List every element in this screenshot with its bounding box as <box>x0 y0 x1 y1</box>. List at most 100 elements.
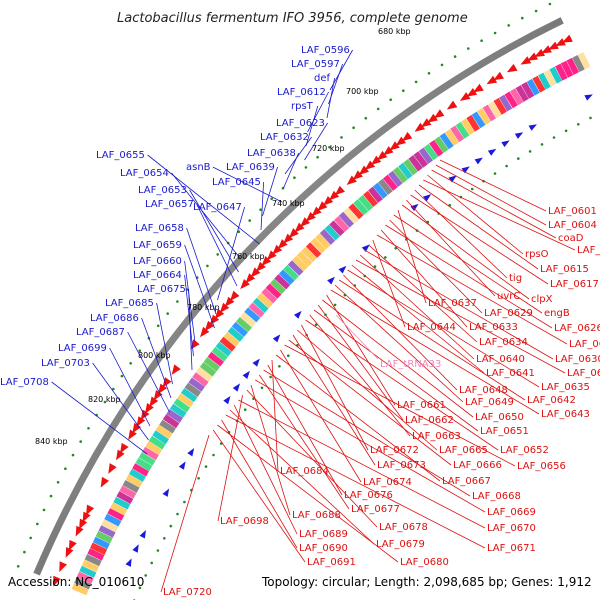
forward-gene <box>410 203 419 212</box>
feature-segment <box>98 525 116 538</box>
feature-segment <box>159 419 176 434</box>
reverse-gene-label: LAF_0698 <box>220 516 269 527</box>
outer-tick-dot <box>414 80 418 84</box>
reverse-leader <box>271 359 279 472</box>
reverse-gene <box>229 290 240 301</box>
outer-tick-dot <box>49 494 53 498</box>
feature-segment <box>223 331 240 347</box>
forward-gene <box>252 358 260 367</box>
reverse-gene-label: LAF_0629 <box>484 308 533 319</box>
reverse-leader <box>259 374 350 510</box>
reverse-leader <box>313 309 479 432</box>
outer-tick-dot <box>42 508 46 512</box>
ring-layer <box>16 2 593 600</box>
reverse-gene <box>383 146 394 156</box>
feature-segment <box>515 85 529 102</box>
reverse-gene-label: LAF_0671 <box>487 543 536 554</box>
outer-tick-dot <box>440 63 444 67</box>
outer-tick-dot <box>427 72 431 75</box>
reverse-gene <box>199 326 210 338</box>
rna-leader <box>335 314 379 360</box>
outer-tick-dot <box>120 374 124 378</box>
kbp-label: 760 kbp <box>232 252 265 261</box>
forward-gene-label: LAF_0659 <box>133 240 182 251</box>
reverse-gene <box>136 416 146 427</box>
reverse-gene <box>317 201 328 211</box>
reverse-gene-label: rpsO <box>525 249 549 260</box>
feature-segment <box>195 367 213 382</box>
feature-segment <box>572 55 585 73</box>
reverse-gene-label: LAF_0662 <box>405 415 454 426</box>
forward-gene-label: LAF_0612 <box>277 87 326 98</box>
reverse-leader <box>397 209 427 304</box>
reverse-leader <box>380 229 468 328</box>
reverse-gene-label: LAF_0684 <box>280 466 329 477</box>
feature-segment <box>377 178 393 195</box>
reverse-gene-label: LAF_0656 <box>517 461 566 472</box>
outer-tick-dot <box>248 219 251 222</box>
feature-segment <box>434 136 449 153</box>
forward-leader <box>212 166 283 203</box>
feature-segment <box>192 372 209 387</box>
forward-gene <box>501 140 510 148</box>
backbone-ring <box>33 17 564 576</box>
feature-segment <box>211 346 228 362</box>
outer-tick-dot <box>521 16 524 20</box>
reverse-gene-label: LAF_0667 <box>442 476 491 487</box>
feature-segment <box>240 312 257 328</box>
outer-tick-dot <box>64 467 67 471</box>
reverse-leader <box>355 259 566 374</box>
feature-segment <box>219 336 236 352</box>
reverse-leader <box>338 279 526 401</box>
reverse-leader <box>280 349 362 483</box>
reverse-gene-label: LAF_0604 <box>548 220 597 231</box>
inner-tick-dot <box>138 586 142 590</box>
reverse-gene <box>562 34 573 43</box>
reverse-gene-label: LAF_0627 <box>569 339 600 350</box>
feature-segment <box>292 255 308 272</box>
reverse-gene-label: LAF_0666 <box>453 460 502 471</box>
reverse-gene <box>158 383 168 395</box>
reverse-gene <box>204 320 215 332</box>
reverse-gene <box>506 63 518 73</box>
feature-segment <box>84 554 102 567</box>
feature-segment <box>231 321 248 337</box>
reverse-gene-label: LAF_0688 <box>292 510 341 521</box>
kbp-label: 800 kbp <box>138 351 171 360</box>
feature-segment <box>460 118 475 136</box>
forward-gene-label: LAF_0655 <box>96 150 145 161</box>
reverse-gene <box>250 267 261 278</box>
forward-gene <box>223 395 231 405</box>
reverse-leader <box>376 234 568 345</box>
kbp-label: 680 kbp <box>378 27 411 36</box>
outer-tick-dot <box>389 98 393 101</box>
reverse-gene <box>395 136 406 146</box>
feature-segment <box>135 457 153 472</box>
forward-gene-label: LAF_0658 <box>135 223 184 234</box>
reverse-leader <box>263 369 471 497</box>
reverse-gene <box>466 87 478 97</box>
forward-gene <box>272 334 281 343</box>
forward-leader <box>141 317 172 399</box>
outer-tick-dot <box>138 349 141 353</box>
feature-segment <box>162 414 180 429</box>
reverse-gene <box>132 422 142 434</box>
reverse-gene-label: LAF_0720 <box>163 587 212 598</box>
feature-segment <box>329 220 345 237</box>
feature-segment <box>155 425 173 439</box>
forward-gene-label: LAF_0647 <box>193 202 242 213</box>
feature-segment <box>125 474 143 488</box>
feature-segment <box>509 88 524 106</box>
outer-tick-dot <box>56 481 60 484</box>
inner-tick-dot <box>197 477 200 480</box>
inner-tick-dot <box>505 164 508 168</box>
reverse-gene <box>427 113 438 123</box>
reverse-leader <box>406 199 496 297</box>
outer-tick-dot <box>176 300 179 303</box>
reverse-gene <box>376 150 388 161</box>
reverse-leader <box>212 429 306 563</box>
outer-tick-dot <box>467 47 470 50</box>
feature-segment <box>504 91 518 109</box>
